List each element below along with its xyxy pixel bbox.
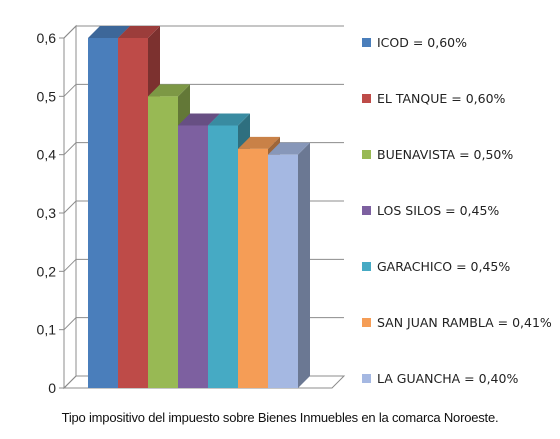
legend-swatch	[362, 206, 371, 215]
legend-swatch	[362, 150, 371, 159]
y-tick-label: 0,2	[37, 263, 57, 279]
bar	[178, 125, 208, 388]
bar	[208, 125, 238, 388]
legend-label: EL TANQUE = 0,60%	[377, 91, 506, 106]
legend-label: LOS SILOS = 0,45%	[377, 203, 500, 218]
bar	[148, 96, 178, 388]
bar-top	[208, 113, 250, 126]
bar	[238, 148, 268, 388]
y-tick-label: 0,5	[37, 88, 57, 104]
bar	[118, 38, 148, 388]
legend-item: EL TANQUE = 0,60%	[362, 90, 552, 107]
legend-item: ICOD = 0,60%	[362, 34, 552, 51]
bar	[268, 154, 298, 388]
bar-top	[148, 84, 190, 97]
legend-label: GARACHICO = 0,45%	[377, 259, 511, 274]
bar-top	[118, 26, 160, 38]
legend-swatch	[362, 94, 371, 103]
y-tick-label: 0,3	[37, 205, 57, 221]
legend-swatch	[362, 262, 371, 271]
legend-swatch	[362, 318, 371, 327]
gridline	[63, 25, 344, 39]
legend-label: SAN JUAN RAMBLA = 0,41%	[377, 315, 552, 330]
bar-top	[238, 136, 280, 149]
bar-side	[298, 142, 310, 388]
y-tick-label: 0,1	[37, 322, 57, 338]
chart-legend: ICOD = 0,60% EL TANQUE = 0,60% BUENAVISTA …	[362, 26, 552, 386]
bar-top	[268, 142, 310, 155]
legend-item: LOS SILOS = 0,45%	[362, 202, 552, 219]
gridline	[63, 83, 344, 97]
legend-swatch	[362, 374, 371, 383]
y-tick-label: 0	[48, 380, 56, 396]
legend-label: BUENAVISTA = 0,50%	[377, 147, 514, 162]
legend-item: GARACHICO = 0,45%	[362, 258, 552, 275]
legend-item: SAN JUAN RAMBLA = 0,41%	[362, 314, 552, 331]
y-tick-label: 0,6	[37, 30, 57, 46]
legend-item: BUENAVISTA = 0,50%	[362, 146, 552, 163]
legend-item: LA GUANCHA = 0,40%	[362, 370, 552, 387]
legend-label: ICOD = 0,60%	[377, 35, 468, 50]
y-tick-label: 0,4	[37, 147, 57, 163]
bar	[88, 38, 118, 388]
legend-label: LA GUANCHA = 0,40%	[377, 371, 519, 386]
bar-top	[88, 26, 130, 38]
chart-caption: Tipo impositivo del impuesto sobre Biene…	[61, 410, 499, 425]
bar-top	[178, 113, 220, 126]
legend-swatch	[362, 38, 371, 47]
